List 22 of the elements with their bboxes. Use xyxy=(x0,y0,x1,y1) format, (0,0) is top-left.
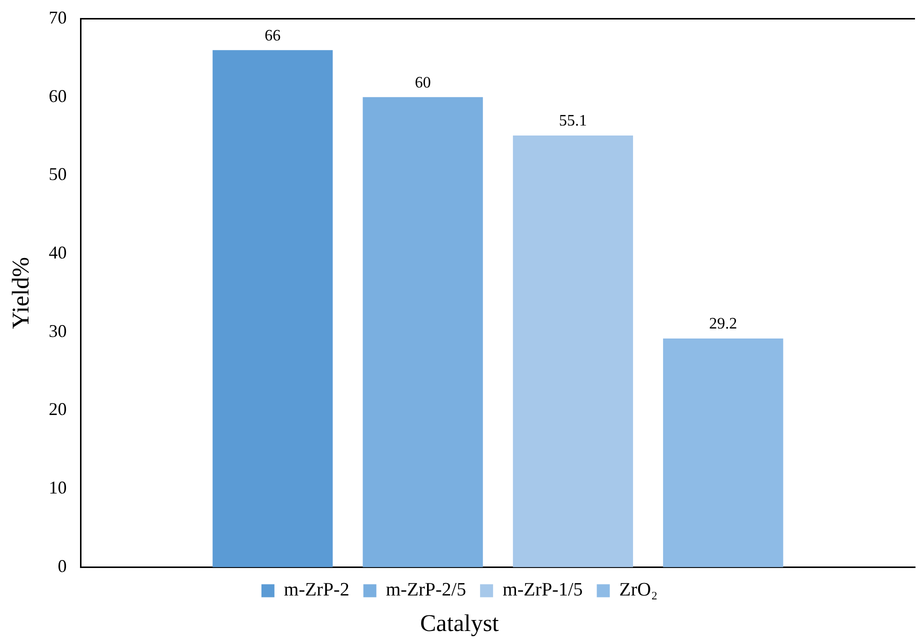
data-label: 60 xyxy=(414,74,431,92)
y-tick-label: 20 xyxy=(48,399,67,420)
data-label: 29.2 xyxy=(709,316,738,333)
bar xyxy=(663,338,784,568)
bar xyxy=(512,136,634,568)
y-tick-label: 30 xyxy=(48,320,67,341)
y-tick-label: 60 xyxy=(48,86,67,106)
legend-label: m-ZrP-2 xyxy=(284,580,350,601)
x-axis-title: Catalyst xyxy=(420,610,500,637)
y-tick-label: 70 xyxy=(48,8,67,28)
legend-label: m-ZrP-1/5 xyxy=(502,580,583,601)
data-label: 55.1 xyxy=(558,112,587,130)
y-axis-title: Yield% xyxy=(8,257,35,329)
legend-label: m-ZrP-2/5 xyxy=(386,580,466,601)
y-tick-label: 40 xyxy=(48,242,67,263)
legend-label: ZrO₂ xyxy=(619,580,658,601)
y-tick-label: 0 xyxy=(58,556,67,576)
y-tick-label: 50 xyxy=(48,164,67,184)
bar xyxy=(212,50,333,568)
bar xyxy=(362,97,483,568)
y-tick-label: 10 xyxy=(48,478,67,498)
data-label: 66 xyxy=(264,27,281,44)
